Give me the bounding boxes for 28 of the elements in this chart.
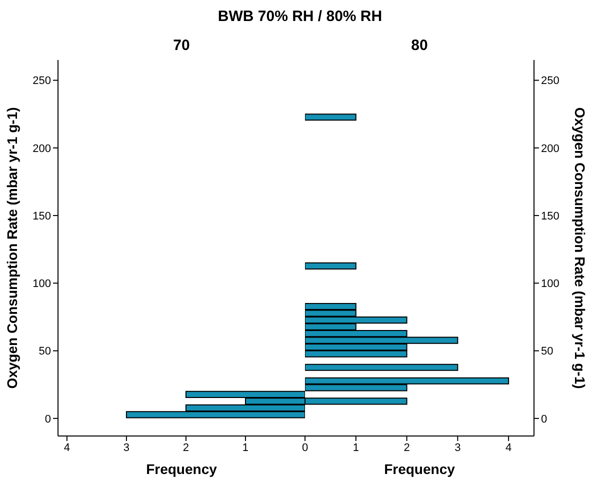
y-tick-label: 0 <box>44 413 51 426</box>
y-tick-label: 50 <box>38 346 51 358</box>
y-tick-label: 100 <box>32 278 51 290</box>
x-tick-label: 1 <box>242 442 249 454</box>
chart-title: 80 <box>410 37 429 54</box>
x-tick-label: 2 <box>404 442 410 454</box>
y-axis-title: Oxygen Consumption Rate (mbar yr-1 g-1) <box>4 107 20 389</box>
y-tick-label: 250 <box>32 75 51 88</box>
x-tick-label: 4 <box>64 442 70 454</box>
y-tick-label: 0 <box>541 413 548 426</box>
y-tick-label: 150 <box>541 210 560 222</box>
chart-title: 70 <box>172 37 191 54</box>
y-tick-label: 200 <box>32 142 51 155</box>
text: BWB 70% RH / 80% RH <box>216 8 384 25</box>
y-tick-label: 150 <box>32 210 51 222</box>
x-tick-label: 2 <box>182 442 190 454</box>
y-axis-title: Oxygen Consumption Rate (mbar yr-1 g-1) <box>572 107 588 389</box>
y-tick-label: 100 <box>541 278 560 290</box>
x-axis-title: Frequency <box>384 461 456 477</box>
y-tick-label: 200 <box>541 142 560 155</box>
y-tick-label: 50 <box>541 346 554 358</box>
x-tick-label: 4 <box>505 442 512 454</box>
x-axis-title: Frequency <box>146 461 218 477</box>
x-tick-label: 1 <box>352 442 359 454</box>
y-tick-label: 250 <box>541 75 560 88</box>
x-tick-label: 3 <box>123 442 130 454</box>
x-tick-label: 3 <box>454 442 461 454</box>
x-tick-label: 0 <box>302 442 308 454</box>
